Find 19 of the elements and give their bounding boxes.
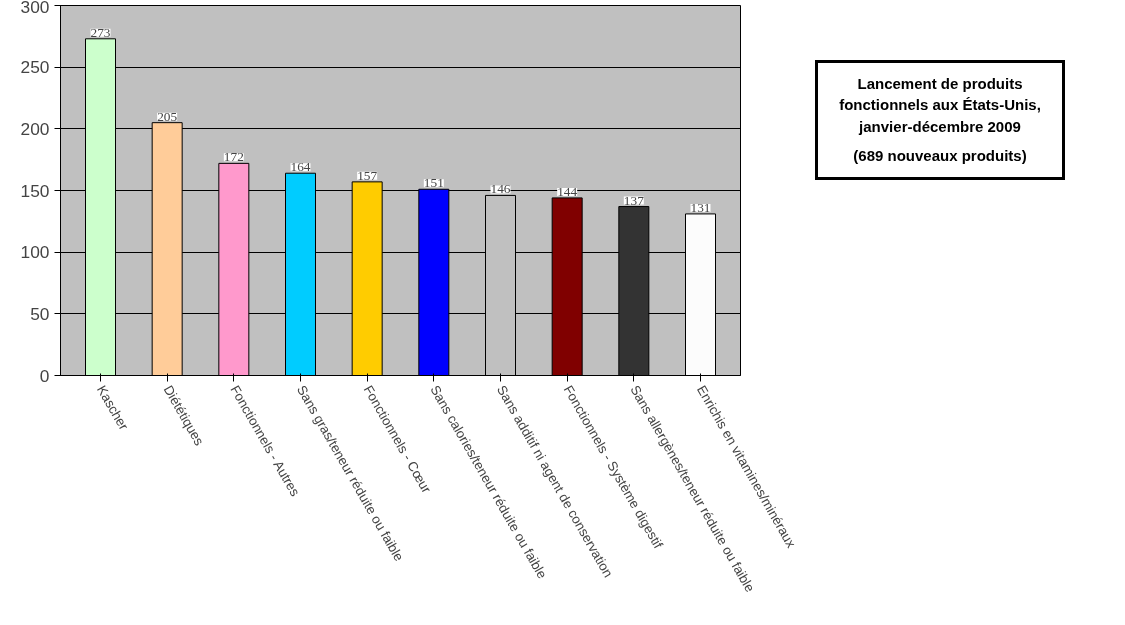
data-label: 131 xyxy=(690,199,711,215)
text: (689 nouveaux produits) xyxy=(852,146,1028,167)
data-label: 273 xyxy=(90,24,111,40)
y-tick-label: 50 xyxy=(30,303,50,324)
data-label: 172 xyxy=(223,149,244,165)
data-label: 164 xyxy=(290,159,311,175)
data-label: 144 xyxy=(557,183,578,199)
data-label: 205 xyxy=(157,108,178,124)
y-tick-label: 200 xyxy=(20,118,50,139)
y-tick-label: 300 xyxy=(20,0,50,17)
data-label: 157 xyxy=(357,167,378,183)
data-label: 146 xyxy=(490,181,511,197)
data-label: 151 xyxy=(423,175,444,191)
data-label: 137 xyxy=(623,192,645,208)
y-tick-label: 100 xyxy=(20,242,50,263)
text: Lancement de produits fonctionnels aux États-Unis, janvier-décembre 2009 xyxy=(838,74,1042,137)
y-tick-label: 150 xyxy=(20,180,50,201)
y-tick-label: 0 xyxy=(39,365,50,386)
y-tick-label: 250 xyxy=(20,57,50,78)
